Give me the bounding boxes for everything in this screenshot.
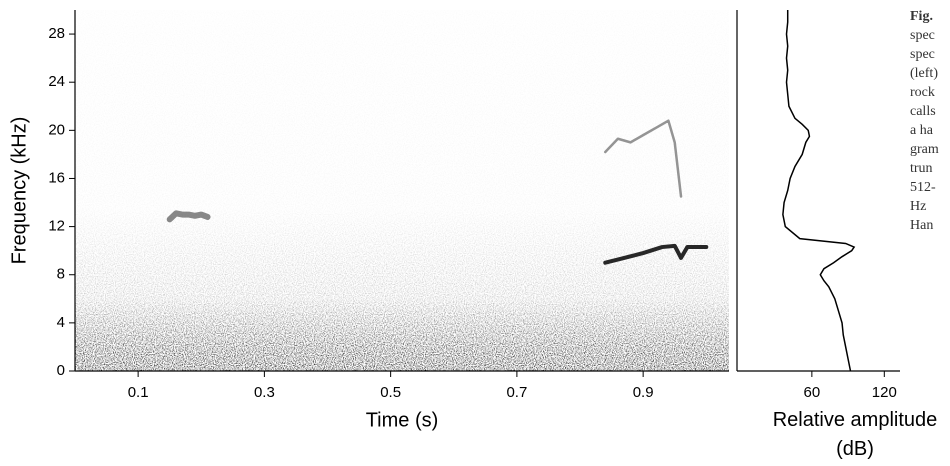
y-tick-label: 28 <box>48 25 65 42</box>
x-tick-label: 120 <box>872 384 897 401</box>
x-tick-label: 0.9 <box>633 384 654 401</box>
caption-line: Fig. <box>910 9 933 24</box>
call-contour <box>604 119 683 198</box>
call-contour <box>166 210 211 223</box>
caption-line: Han <box>910 218 933 233</box>
y-tick-label: 0 <box>57 362 65 379</box>
y-axis-label: Frequency (kHz) <box>8 117 30 265</box>
caption-line: Hz <box>910 199 926 214</box>
amplitude-line <box>782 10 856 372</box>
call-contour <box>603 243 709 265</box>
caption-line: a ha <box>910 123 934 138</box>
caption-line: gram <box>910 142 939 157</box>
x-axis-label: Time (s) <box>366 409 439 431</box>
x-axis-label: Relative amplitude (dB) <box>773 409 938 460</box>
caption-line: spec <box>910 47 935 62</box>
caption-line: trun <box>910 161 933 176</box>
caption-line: rock <box>910 85 935 100</box>
y-tick-label: 4 <box>57 314 65 331</box>
spectrogram-background <box>75 10 729 371</box>
x-tick-label: 0.5 <box>380 384 401 401</box>
y-tick-label: 24 <box>48 73 65 90</box>
x-axis-label-line: Relative amplitude <box>773 409 938 431</box>
x-tick-label: 0.3 <box>254 384 275 401</box>
x-tick-label: 0.1 <box>128 384 149 401</box>
caption-line: (left) <box>910 66 938 81</box>
x-axis-label-line: (dB) <box>836 438 874 460</box>
caption-line: calls <box>910 104 936 119</box>
caption-line: spec <box>910 28 935 43</box>
caption-line: 512- <box>910 180 936 195</box>
y-tick-label: 20 <box>48 121 65 138</box>
y-tick-label: 16 <box>48 169 65 186</box>
x-tick-label: 0.7 <box>506 384 527 401</box>
y-tick-label: 8 <box>57 266 65 283</box>
x-tick-label: 60 <box>804 384 821 401</box>
y-tick-label: 12 <box>48 218 65 235</box>
